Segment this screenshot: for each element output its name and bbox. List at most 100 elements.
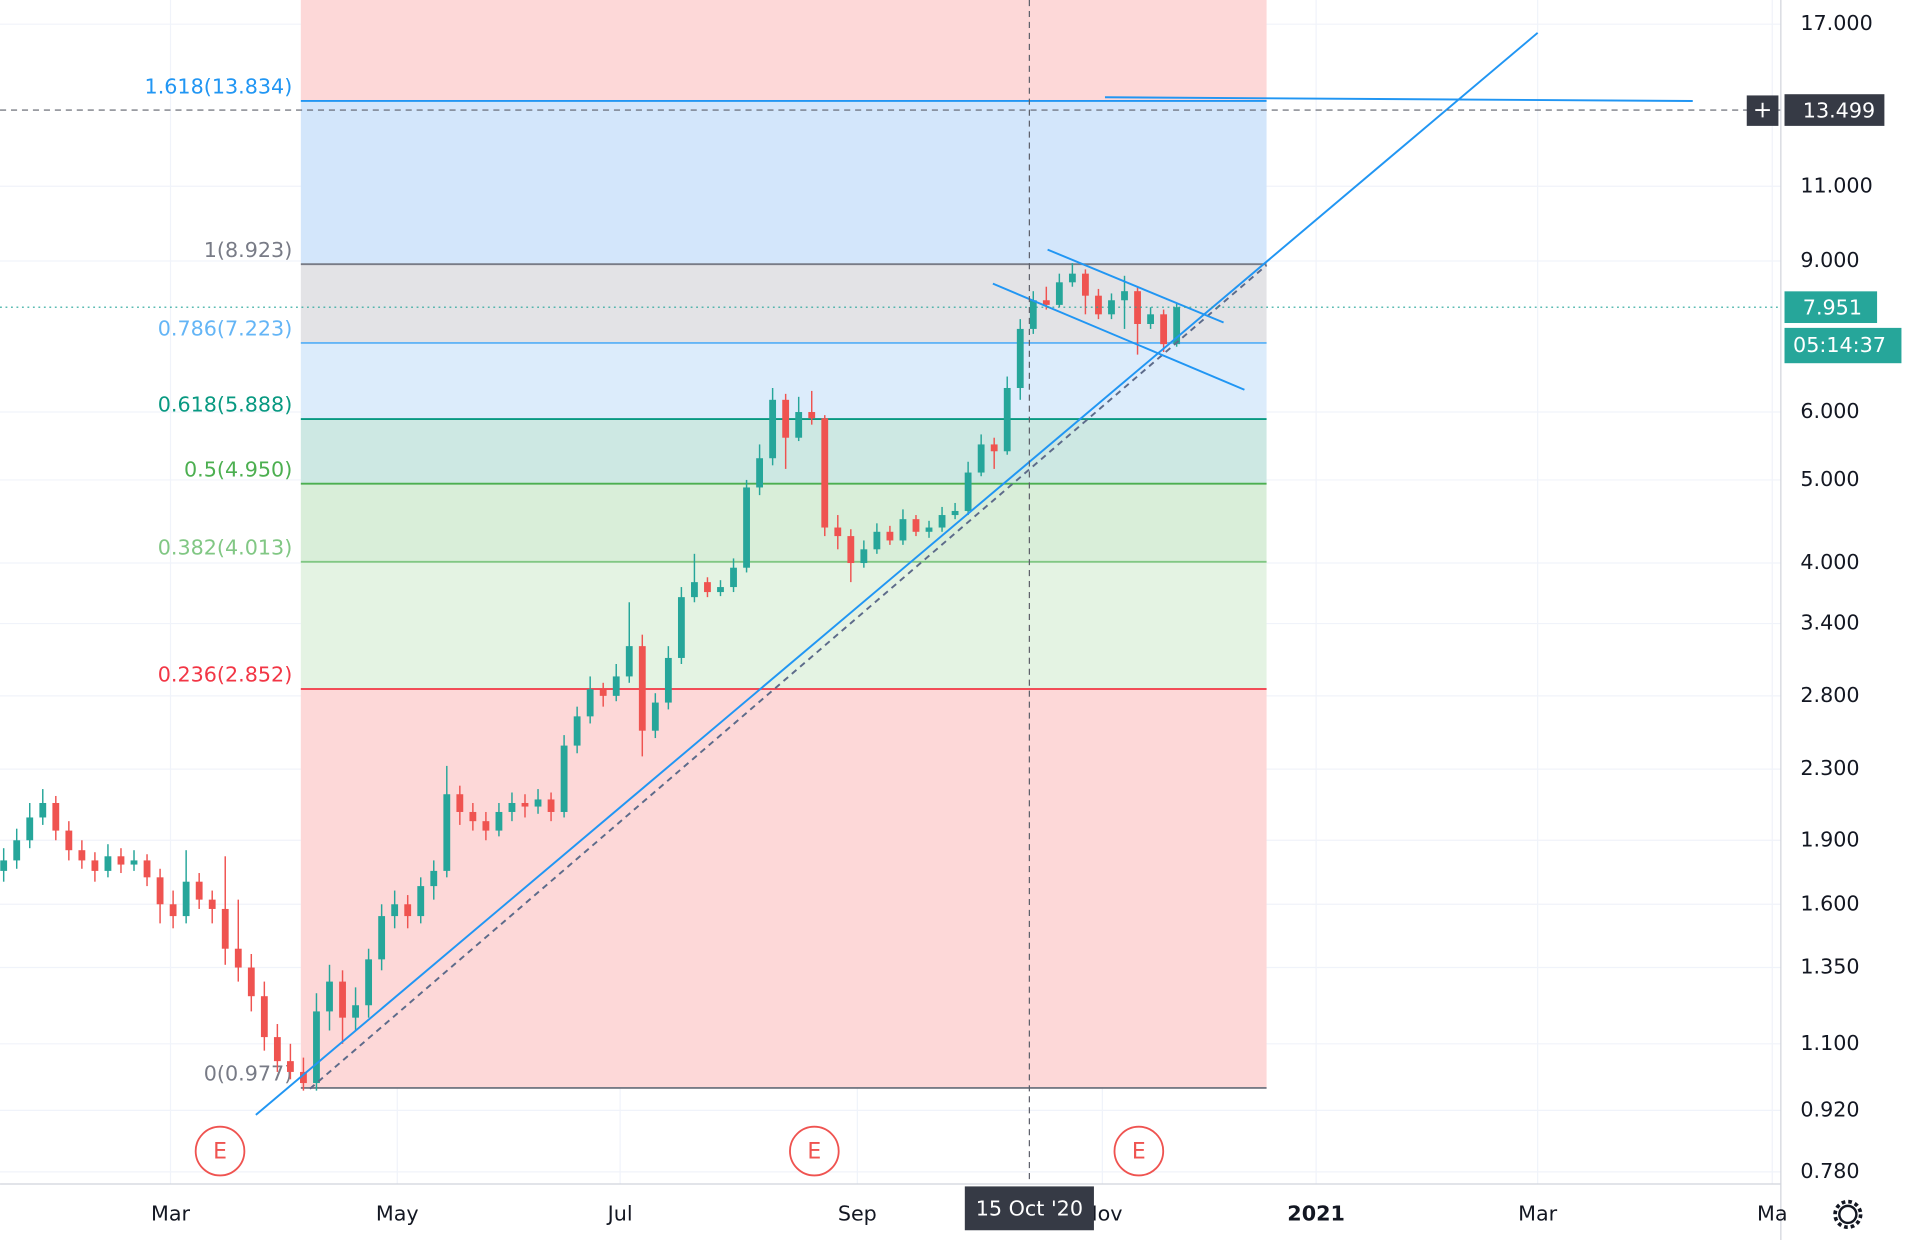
candle-body xyxy=(339,981,346,1018)
candle-body xyxy=(612,676,620,696)
candle-body xyxy=(378,916,386,960)
candle-body xyxy=(912,519,920,532)
candle-body xyxy=(104,856,112,871)
candle-body xyxy=(834,527,842,537)
candle-body xyxy=(951,510,959,516)
candle-body xyxy=(677,597,685,658)
settings-icon[interactable] xyxy=(1833,1199,1863,1230)
candle-body xyxy=(625,646,633,677)
candle-body xyxy=(1042,300,1050,305)
fib-label: 0.786(7.223) xyxy=(158,317,293,341)
fib-label: 0.5(4.950) xyxy=(184,457,292,481)
candle-body xyxy=(91,860,99,871)
gear-ring xyxy=(1838,1204,1858,1225)
candle-body xyxy=(743,487,750,568)
candle-body xyxy=(899,519,907,541)
candle-body xyxy=(573,716,581,746)
candle-body xyxy=(26,817,34,841)
candle-body xyxy=(560,745,568,812)
crosshair-date-badge xyxy=(964,1186,1094,1231)
candle-body xyxy=(130,860,138,865)
y-tick-label: 17.000 xyxy=(1800,11,1872,35)
candle-body xyxy=(208,899,216,909)
candle-body xyxy=(300,1071,307,1084)
y-tick-label: 11.000 xyxy=(1800,173,1872,197)
earnings-marker xyxy=(789,1125,840,1177)
trend-line xyxy=(255,32,1539,1116)
candle-body xyxy=(586,689,594,717)
y-tick-label: 9.000 xyxy=(1800,248,1859,272)
candle-body xyxy=(1147,314,1154,324)
earnings-label: E xyxy=(213,1139,227,1164)
candle-body xyxy=(482,821,490,831)
plot-layer: 0(0.977) 0.236(2.852) 0.382(4.013) 0.5(4.95… xyxy=(0,0,1781,1184)
candle-body xyxy=(326,981,333,1012)
candle-body xyxy=(1121,291,1128,301)
y-tick-label: 3.400 xyxy=(1800,611,1859,635)
candle-body xyxy=(221,908,229,949)
candle-body xyxy=(1068,273,1076,283)
candle-body xyxy=(651,702,659,731)
candle-body xyxy=(391,904,399,917)
fib-zone xyxy=(300,689,1267,1088)
y-tick-label: 2.300 xyxy=(1800,756,1859,780)
candle-body xyxy=(430,870,438,887)
candle-body xyxy=(1160,314,1168,345)
candle-body xyxy=(730,567,737,588)
y-tick-label: 0.780 xyxy=(1800,1159,1859,1183)
candle-body xyxy=(638,646,646,731)
trend-line xyxy=(1104,96,1693,103)
candle-body xyxy=(78,850,86,861)
candle-body xyxy=(534,799,542,807)
candle-body xyxy=(1173,307,1181,345)
candle-body xyxy=(313,1011,320,1084)
y-tick-label: 6.000 xyxy=(1800,399,1859,423)
candle-body xyxy=(847,536,855,564)
candle-body xyxy=(273,1037,281,1062)
candle-body xyxy=(443,794,451,871)
candle-body xyxy=(873,531,881,550)
candle-body xyxy=(143,860,151,878)
gear-teeth xyxy=(1833,1199,1863,1230)
candle-body xyxy=(769,399,777,459)
candle-body xyxy=(1134,291,1141,324)
trend-line xyxy=(992,282,1245,391)
y-tick-label: 5.000 xyxy=(1800,467,1859,491)
candle-body xyxy=(1095,295,1102,315)
candle-body xyxy=(1016,328,1024,388)
x-tick-label: Mar xyxy=(151,1201,191,1225)
earnings-label: E xyxy=(807,1139,821,1164)
fib-label: 0.618(5.888) xyxy=(158,393,293,417)
candle-body xyxy=(664,657,672,703)
candle-body xyxy=(352,1005,359,1018)
crosshair-price: 13.499 xyxy=(1803,98,1875,122)
candle-body xyxy=(717,587,724,593)
candle-body xyxy=(1082,273,1089,296)
x-tick-label: Mar xyxy=(1518,1201,1558,1225)
candle-body xyxy=(234,948,242,968)
candle-body xyxy=(1055,282,1063,305)
y-tick-label: 2.800 xyxy=(1800,683,1859,707)
candle-body xyxy=(990,444,998,452)
candle-body xyxy=(1029,300,1037,329)
y-tick-label: 1.100 xyxy=(1800,1031,1859,1055)
y-tick-label: 1.350 xyxy=(1800,955,1859,979)
fib-zone xyxy=(300,561,1267,690)
candle-body xyxy=(795,412,803,438)
x-tick-label: 2021 xyxy=(1287,1201,1345,1225)
candle-body xyxy=(925,527,933,532)
candle-body xyxy=(117,856,125,865)
x-tick-label: May xyxy=(376,1201,419,1225)
x-tick-label: Ma xyxy=(1757,1201,1788,1225)
candle-body xyxy=(1108,300,1115,315)
y-tick-label: 4.000 xyxy=(1800,550,1859,574)
fib-label: 1.618(13.834) xyxy=(145,75,293,99)
candle-body xyxy=(286,1061,294,1072)
candle-body xyxy=(0,860,8,871)
candle-body xyxy=(938,515,946,528)
candle-body xyxy=(691,582,698,598)
candle-body xyxy=(886,531,894,541)
last-price-badge xyxy=(1784,291,1878,324)
candle-body xyxy=(821,418,829,528)
